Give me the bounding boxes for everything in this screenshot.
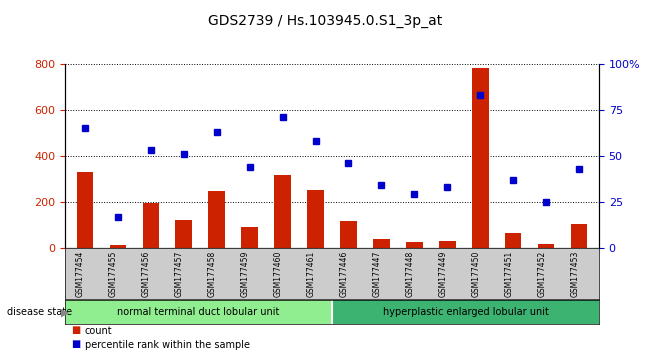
- Text: GSM177453: GSM177453: [570, 250, 579, 297]
- Text: GSM177446: GSM177446: [339, 250, 348, 297]
- Bar: [472, 68, 488, 248]
- Bar: [307, 190, 324, 248]
- Bar: [208, 192, 225, 248]
- Text: count: count: [85, 326, 112, 336]
- Text: ■: ■: [72, 325, 81, 335]
- Text: GDS2739 / Hs.103945.0.S1_3p_at: GDS2739 / Hs.103945.0.S1_3p_at: [208, 14, 443, 28]
- Bar: [176, 220, 192, 248]
- Text: GSM177458: GSM177458: [208, 250, 217, 297]
- Text: GSM177451: GSM177451: [505, 250, 513, 297]
- Text: GSM177460: GSM177460: [273, 250, 283, 297]
- Text: GSM177456: GSM177456: [142, 250, 151, 297]
- Bar: [571, 224, 587, 248]
- Bar: [274, 175, 291, 248]
- Bar: [439, 241, 456, 248]
- Text: GSM177459: GSM177459: [241, 250, 249, 297]
- Text: GSM177450: GSM177450: [471, 250, 480, 297]
- Bar: [373, 239, 390, 248]
- Text: ■: ■: [72, 339, 81, 349]
- Bar: [406, 242, 422, 248]
- Text: GSM177454: GSM177454: [76, 250, 85, 297]
- Text: GSM177448: GSM177448: [406, 250, 415, 297]
- Text: GSM177461: GSM177461: [307, 250, 316, 297]
- Text: disease state: disease state: [7, 307, 72, 317]
- Bar: [538, 244, 555, 248]
- Bar: [65, 300, 332, 324]
- Bar: [332, 300, 599, 324]
- Text: GSM177447: GSM177447: [372, 250, 381, 297]
- Text: GSM177449: GSM177449: [438, 250, 447, 297]
- Text: GSM177457: GSM177457: [174, 250, 184, 297]
- Text: GSM177455: GSM177455: [109, 250, 118, 297]
- Bar: [505, 233, 521, 248]
- Text: normal terminal duct lobular unit: normal terminal duct lobular unit: [117, 307, 280, 317]
- Bar: [143, 203, 159, 248]
- Text: hyperplastic enlarged lobular unit: hyperplastic enlarged lobular unit: [383, 307, 548, 317]
- Text: ▶: ▶: [61, 307, 69, 317]
- Bar: [242, 227, 258, 248]
- Bar: [340, 221, 357, 248]
- Text: GSM177452: GSM177452: [537, 250, 546, 297]
- Bar: [77, 172, 93, 248]
- Bar: [109, 246, 126, 248]
- Text: percentile rank within the sample: percentile rank within the sample: [85, 340, 249, 350]
